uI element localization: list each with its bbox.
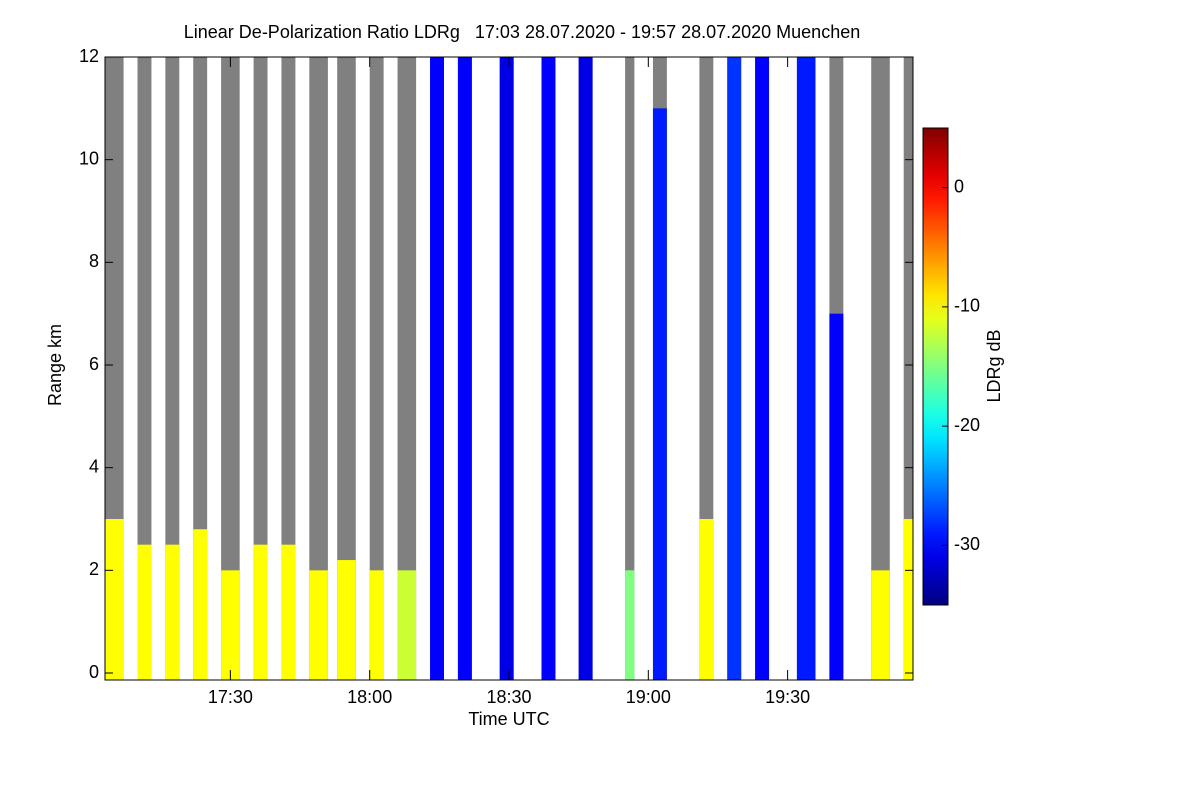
- signal-band: [309, 570, 328, 680]
- signal-band: [578, 57, 593, 680]
- no-data-band: [871, 57, 890, 680]
- signal-band: [193, 529, 208, 680]
- no-data-band: [253, 57, 268, 680]
- signal-band: [337, 560, 356, 680]
- no-data-band: [221, 57, 240, 680]
- no-data-band: [903, 57, 913, 680]
- signal-band: [499, 57, 514, 680]
- signal-band: [652, 108, 667, 681]
- signal-band: [397, 570, 417, 680]
- no-data-band: [193, 57, 208, 680]
- x-tick-label: 18:30: [486, 687, 531, 707]
- no-data-band: [281, 57, 296, 680]
- no-data-band: [137, 57, 152, 680]
- y-tick-label: 4: [89, 456, 99, 476]
- y-tick-label: 8: [89, 251, 99, 271]
- no-data-band: [309, 57, 328, 680]
- signal-band: [541, 57, 556, 680]
- signal-band: [796, 57, 816, 680]
- signal-band: [903, 519, 913, 680]
- y-tick-label: 6: [89, 354, 99, 374]
- signal-band: [105, 519, 124, 680]
- signal-band: [727, 57, 742, 680]
- no-data-band: [165, 57, 180, 680]
- no-data-band: [625, 57, 635, 680]
- x-tick-label: 19:00: [626, 687, 671, 707]
- y-axis-label: Range km: [45, 324, 65, 406]
- signal-band: [137, 544, 152, 680]
- signal-band: [755, 57, 770, 680]
- signal-band: [430, 57, 444, 680]
- y-tick-label: 10: [79, 148, 99, 168]
- y-tick-label: 12: [79, 46, 99, 66]
- x-tick-label: 19:30: [765, 687, 810, 707]
- no-data-band: [337, 57, 356, 680]
- signal-band: [829, 313, 844, 680]
- x-tick-label: 18:00: [347, 687, 392, 707]
- no-data-band: [369, 57, 384, 680]
- signal-band: [871, 570, 890, 680]
- y-tick-label: 0: [89, 662, 99, 682]
- colorbar-tick-label: -20: [954, 415, 980, 435]
- signal-band: [165, 544, 180, 680]
- signal-band: [625, 570, 635, 680]
- x-axis-label: Time UTC: [468, 709, 549, 729]
- plot-area: [105, 57, 913, 681]
- colorbar-label: LDRg dB: [984, 329, 1004, 402]
- no-data-band: [397, 57, 417, 680]
- colorbar: [922, 127, 949, 606]
- signal-band: [457, 57, 472, 680]
- x-tick-label: 17:30: [208, 687, 253, 707]
- colorbar-tick-label: -10: [954, 296, 980, 316]
- signal-band: [221, 570, 240, 680]
- signal-band: [699, 519, 714, 680]
- colorbar-tick-label: 0: [954, 176, 964, 196]
- signal-band: [369, 570, 384, 680]
- chart-title: Linear De-Polarization Ratio LDRg 17:03 …: [184, 22, 860, 42]
- signal-band: [253, 544, 268, 680]
- signal-band: [281, 544, 296, 680]
- y-tick-label: 2: [89, 559, 99, 579]
- colorbar-tick-label: -30: [954, 534, 980, 554]
